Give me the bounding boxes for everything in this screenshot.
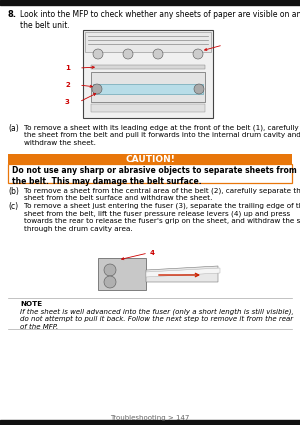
Text: To remove a sheet just entering the fuser (3), separate the trailing edge of the: To remove a sheet just entering the fuse…	[24, 202, 300, 232]
Circle shape	[92, 84, 102, 94]
Bar	[91, 104, 205, 112]
Circle shape	[104, 276, 116, 288]
Bar	[0, 0, 300, 5]
Text: To remove a sheet with its leading edge at the front of the belt (1), carefully : To remove a sheet with its leading edge …	[24, 124, 300, 146]
Text: 1: 1	[65, 65, 70, 71]
Circle shape	[123, 49, 133, 59]
Polygon shape	[146, 266, 218, 282]
Bar	[98, 258, 146, 290]
Text: NOTE: NOTE	[20, 301, 42, 307]
Bar	[91, 72, 205, 102]
Text: Troubleshooting > 147: Troubleshooting > 147	[110, 415, 190, 421]
Text: (a): (a)	[8, 124, 19, 133]
Circle shape	[153, 49, 163, 59]
Polygon shape	[146, 268, 220, 277]
Bar	[93, 84, 203, 94]
Text: CAUTION!: CAUTION!	[125, 155, 175, 164]
Text: 4: 4	[150, 250, 155, 256]
Bar	[91, 65, 205, 69]
Bar	[8, 154, 292, 164]
Text: 2: 2	[65, 82, 70, 88]
Text: If the sheet is well advanced into the fuser (only a short length is still visib: If the sheet is well advanced into the f…	[20, 308, 294, 330]
Circle shape	[93, 49, 103, 59]
Bar	[8, 164, 292, 183]
Text: (b): (b)	[8, 187, 19, 196]
Bar	[0, 420, 300, 425]
Circle shape	[194, 84, 204, 94]
Bar	[85, 32, 211, 52]
Text: To remove a sheet from the central area of the belt (2), carefully separate the
: To remove a sheet from the central area …	[24, 187, 300, 201]
Text: 3: 3	[65, 99, 70, 105]
Text: Look into the MFP to check whether any sheets of paper are visible on any part o: Look into the MFP to check whether any s…	[20, 10, 300, 31]
Text: (c): (c)	[8, 202, 18, 211]
Circle shape	[193, 49, 203, 59]
Text: Do not use any sharp or abrasive objects to separate sheets from
the belt. This : Do not use any sharp or abrasive objects…	[12, 166, 297, 187]
Circle shape	[104, 264, 116, 276]
Text: 8.: 8.	[8, 10, 17, 19]
Bar	[83, 30, 213, 118]
